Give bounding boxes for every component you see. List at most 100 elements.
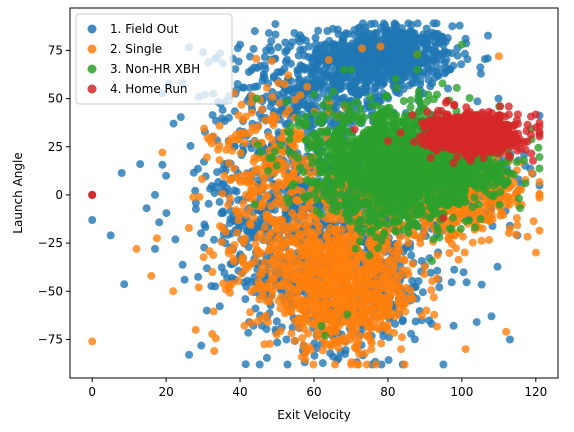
data-point: [304, 329, 313, 338]
data-point: [523, 232, 532, 241]
data-point: [169, 287, 178, 296]
data-point: [254, 165, 262, 174]
data-point: [404, 239, 413, 248]
data-point: [288, 264, 297, 273]
data-point: [269, 254, 278, 263]
data-point: [186, 141, 195, 150]
data-point: [309, 360, 318, 369]
data-point: [226, 288, 234, 297]
data-point: [269, 73, 278, 82]
data-point: [327, 299, 336, 308]
data-point: [226, 175, 235, 183]
data-point: [295, 280, 304, 289]
data-point: [391, 319, 400, 328]
data-point: [463, 55, 472, 64]
data-point: [253, 317, 262, 326]
data-point: [363, 262, 372, 271]
data-point: [231, 206, 240, 215]
data-point: [291, 195, 300, 204]
data-point: [331, 72, 340, 81]
data-point: [233, 228, 242, 237]
data-point: [384, 356, 393, 365]
data-point: [394, 310, 402, 319]
data-point: [510, 178, 519, 187]
data-point: [305, 42, 314, 51]
data-point: [282, 335, 291, 344]
data-point: [433, 266, 442, 275]
data-point: [251, 257, 260, 266]
data-point: [257, 264, 266, 272]
data-point: [287, 250, 295, 259]
data-point: [397, 345, 406, 354]
data-point: [477, 280, 486, 289]
data-point: [535, 226, 544, 235]
data-point: [416, 77, 425, 86]
data-point: [230, 241, 239, 249]
data-point: [236, 40, 245, 49]
data-point: [476, 63, 485, 72]
data-point: [331, 48, 340, 57]
data-point: [442, 55, 451, 64]
data-point: [407, 20, 416, 29]
data-point: [361, 314, 370, 323]
data-point: [430, 310, 439, 319]
data-point: [245, 83, 254, 92]
data-point: [272, 317, 281, 326]
data-point: [447, 278, 456, 287]
data-point: [379, 321, 387, 330]
data-point: [366, 20, 375, 28]
data-point: [215, 156, 224, 165]
data-point: [287, 329, 296, 338]
data-point: [310, 298, 319, 306]
data-point: [388, 59, 397, 68]
data-point: [231, 65, 240, 74]
data-point: [262, 311, 271, 320]
data-point: [296, 213, 305, 222]
data-point: [305, 235, 314, 244]
data-point: [496, 211, 505, 220]
data-point: [147, 271, 156, 280]
data-point: [392, 42, 401, 51]
data-point: [480, 55, 489, 64]
data-point: [338, 233, 347, 241]
data-point: [209, 251, 218, 259]
data-point: [301, 252, 310, 261]
data-point: [217, 263, 226, 272]
data-point: [328, 282, 337, 291]
data-point: [429, 293, 438, 302]
data-point: [284, 71, 293, 80]
data-point: [296, 91, 305, 100]
data-point: [344, 29, 352, 38]
data-point: [249, 213, 258, 222]
data-point: [334, 41, 343, 50]
data-point: [432, 57, 441, 66]
data-point: [152, 234, 161, 243]
data-point: [382, 294, 391, 303]
data-point: [408, 42, 416, 51]
data-point: [241, 360, 250, 369]
data-point: [120, 280, 129, 289]
data-point: [422, 61, 431, 70]
data-point: [324, 56, 333, 64]
data-point: [373, 62, 382, 71]
data-point: [274, 270, 283, 278]
data-point: [432, 67, 441, 76]
data-point: [191, 205, 200, 213]
data-point: [207, 282, 216, 291]
data-point: [266, 284, 275, 293]
data-point: [200, 124, 209, 133]
data-point: [457, 60, 466, 69]
data-point: [197, 341, 206, 350]
data-point: [350, 41, 359, 50]
data-point: [132, 244, 141, 253]
data-point: [305, 343, 314, 352]
data-point: [332, 224, 341, 233]
data-point: [218, 207, 227, 216]
data-point: [284, 105, 293, 114]
data-point: [253, 140, 262, 149]
data-point: [402, 283, 411, 292]
data-point: [258, 105, 266, 114]
data-point: [246, 308, 255, 317]
data-point: [201, 223, 210, 232]
data-point: [410, 29, 419, 38]
